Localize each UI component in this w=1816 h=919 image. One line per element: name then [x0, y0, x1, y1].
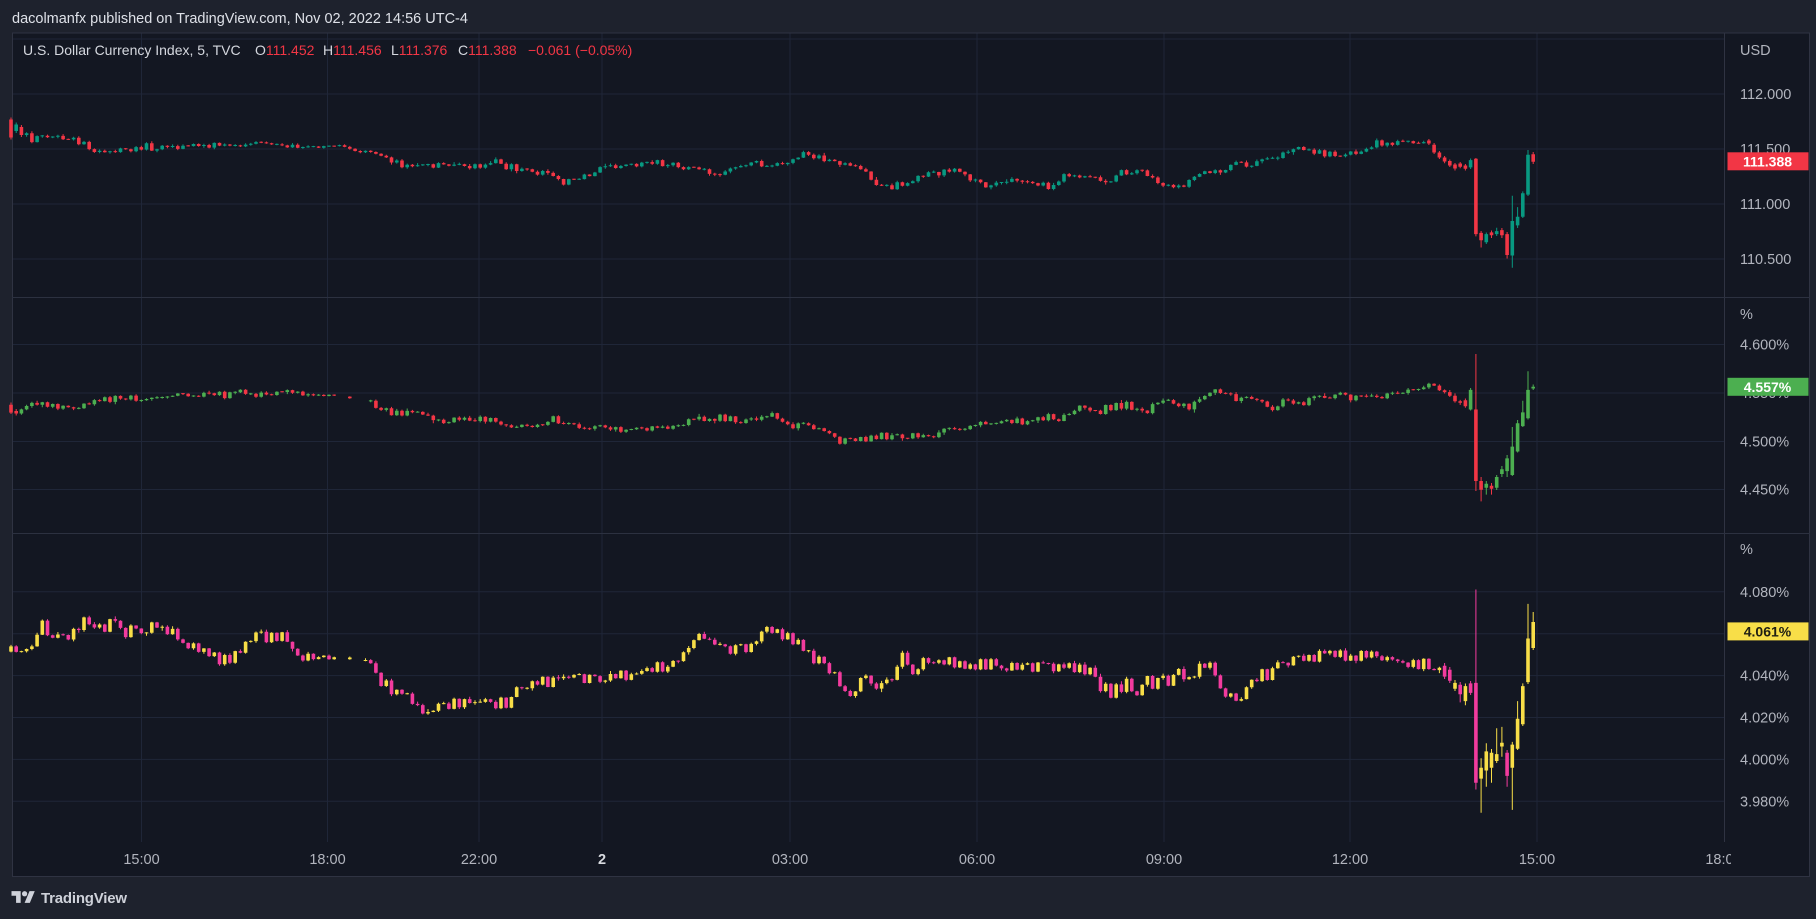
- svg-text:4.020%: 4.020%: [1740, 711, 1789, 727]
- svg-text:110.500: 110.500: [1740, 252, 1791, 268]
- svg-text:3.980%: 3.980%: [1740, 794, 1789, 810]
- svg-text:TradingView: TradingView: [41, 890, 127, 907]
- svg-text:−0.061 (−0.05%): −0.061 (−0.05%): [528, 42, 632, 58]
- svg-text:USD: USD: [1740, 43, 1771, 59]
- svg-text:4.080%: 4.080%: [1740, 585, 1789, 601]
- svg-text:4.557%: 4.557%: [1744, 379, 1792, 395]
- svg-text:2: 2: [598, 852, 606, 868]
- svg-text:4.061%: 4.061%: [1744, 623, 1792, 639]
- svg-text:4.600%: 4.600%: [1740, 338, 1789, 354]
- svg-text:4.000%: 4.000%: [1740, 752, 1789, 768]
- svg-text:%: %: [1740, 307, 1753, 323]
- svg-text:111.388: 111.388: [1743, 153, 1792, 169]
- svg-text:U.S. Dollar Currency Index, 5,: U.S. Dollar Currency Index, 5, TVC: [23, 42, 241, 58]
- svg-text:O111.452: O111.452: [255, 42, 315, 58]
- svg-text:%: %: [1740, 542, 1753, 558]
- svg-text:4.450%: 4.450%: [1740, 483, 1789, 499]
- svg-text:03:00: 03:00: [772, 852, 808, 868]
- svg-text:22:00: 22:00: [461, 852, 497, 868]
- svg-text:18:00: 18:00: [309, 852, 345, 868]
- svg-text:06:00: 06:00: [959, 852, 995, 868]
- svg-text:112.000: 112.000: [1740, 87, 1791, 103]
- svg-text:09:00: 09:00: [1146, 852, 1182, 868]
- svg-text:15:00: 15:00: [1519, 852, 1555, 868]
- svg-text:dacolmanfx published on Tradin: dacolmanfx published on TradingView.com,…: [12, 11, 468, 27]
- svg-text:111.000: 111.000: [1740, 197, 1790, 213]
- svg-text:H111.456: H111.456: [323, 42, 382, 58]
- svg-text:12:00: 12:00: [1332, 852, 1368, 868]
- svg-text:L111.376: L111.376: [391, 42, 448, 58]
- svg-text:4.500%: 4.500%: [1740, 435, 1789, 451]
- svg-text:C111.388: C111.388: [458, 42, 517, 58]
- svg-text:18:00: 18:00: [1705, 852, 1741, 868]
- svg-text:15:00: 15:00: [123, 852, 159, 868]
- svg-text:4.040%: 4.040%: [1740, 669, 1789, 685]
